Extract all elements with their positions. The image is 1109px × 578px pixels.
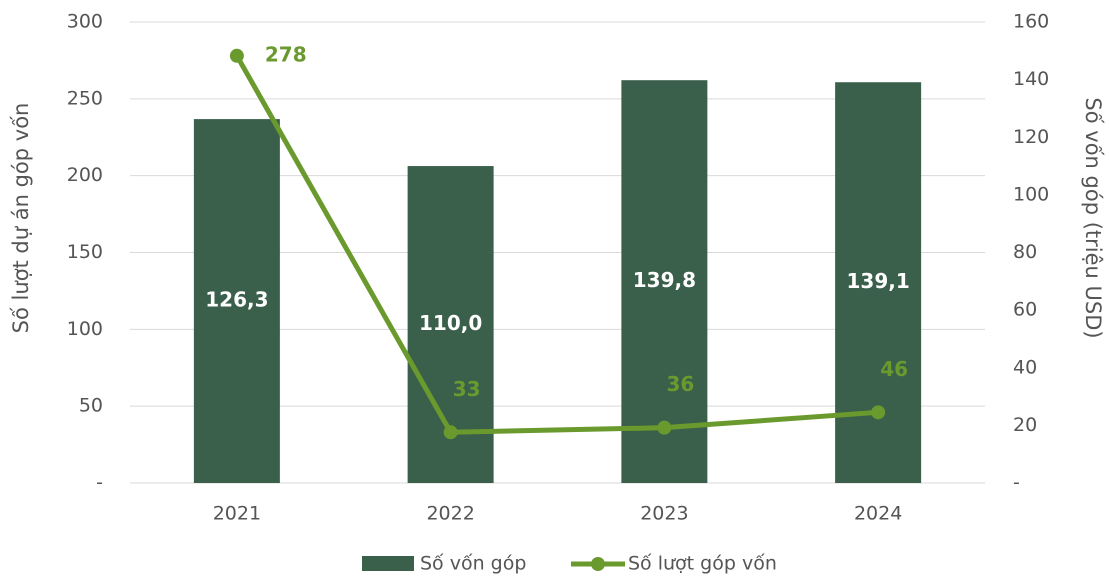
- legend-label: Số vốn góp: [420, 553, 526, 575]
- x-tick-label: 2022: [426, 503, 474, 525]
- bar: [621, 80, 708, 484]
- y2-tick-label: 160: [1013, 11, 1049, 33]
- y-tick-label: 300: [67, 11, 103, 33]
- line: [234, 54, 879, 435]
- y2-tick-label: 40: [1013, 356, 1037, 378]
- y2-tick-label: -: [1013, 472, 1020, 494]
- y-tick-label: 100: [67, 318, 103, 340]
- y2-tick-label: 60: [1013, 299, 1037, 321]
- y-tick-label: -: [96, 472, 103, 494]
- y2-tick-label: 80: [1013, 241, 1037, 263]
- y2-tick-label: 120: [1013, 126, 1049, 148]
- legend-swatch: [362, 556, 414, 571]
- y2-tick-label: 20: [1013, 414, 1037, 436]
- bar-value-label: 139,1: [846, 269, 909, 293]
- y-axis-label: Số lượt dự án góp vốn: [9, 103, 33, 334]
- line-point: [443, 425, 458, 440]
- bar-value-label: 126,3: [205, 288, 268, 312]
- x-tick-label: 2023: [640, 503, 688, 525]
- bar: [193, 119, 280, 484]
- y2-tick-label: 100: [1013, 183, 1049, 205]
- y-tick-label: 250: [67, 87, 103, 109]
- y-tick-label: 200: [67, 164, 103, 186]
- legend-label: Số lượt góp vốn: [628, 553, 777, 575]
- line-point: [229, 48, 244, 63]
- bar-value-label: 110,0: [419, 311, 482, 335]
- y2-tick-label: 140: [1013, 68, 1049, 90]
- line-value-label: 278: [265, 42, 307, 66]
- y2-axis-label: Số vốn góp (triệu USD): [1081, 97, 1105, 338]
- line-point: [871, 405, 886, 420]
- line-value-label: 46: [880, 357, 908, 381]
- line-point: [657, 420, 672, 435]
- legend-marker: [591, 557, 605, 571]
- y-tick-label: 50: [79, 395, 103, 417]
- y-tick-label: 150: [67, 241, 103, 263]
- bar-value-label: 139,8: [633, 268, 696, 292]
- x-tick-label: 2024: [854, 503, 902, 525]
- x-tick-label: 2021: [213, 503, 261, 525]
- line-value-label: 36: [666, 372, 694, 396]
- line-value-label: 33: [453, 377, 481, 401]
